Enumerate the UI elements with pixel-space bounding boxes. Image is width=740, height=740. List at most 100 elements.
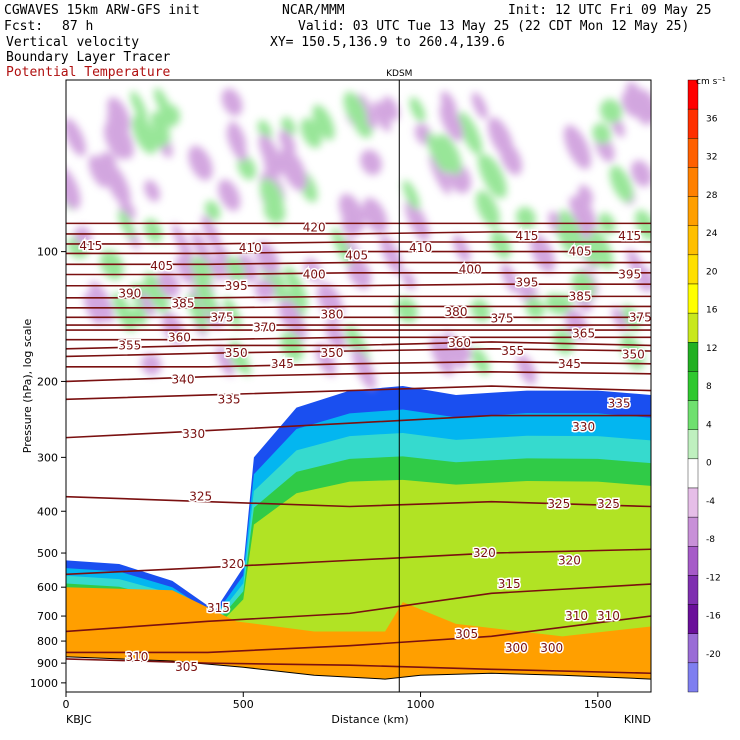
forecast-hour: 87 h [62,19,94,34]
y-tick-label: 700 [37,610,58,623]
colorbar-label: -4 [706,497,715,507]
colorbar-swatch [687,254,699,285]
isentrope-label: 400 [459,262,482,276]
isentrope-label: 325 [547,497,570,511]
isentrope-label: 325 [597,497,620,511]
isentrope-label: 310 [565,609,588,623]
isentrope-label: 315 [498,577,521,591]
velocity-cell [563,125,592,170]
forecast-label: Fcst: [4,19,44,34]
isentrope-label: 345 [558,357,581,371]
velocity-cell [621,91,641,117]
velocity-cell [108,117,134,159]
velocity-cell [360,149,382,176]
velocity-cell [405,199,430,242]
colorbar-unit: cm s⁻¹ [696,77,726,87]
colorbar-label: 16 [706,306,718,316]
valid-time: Valid: 03 UTC Tue 13 May 25 (22 CDT Mon … [298,19,690,34]
velocity-cell [99,152,117,172]
velocity-cell [471,92,488,120]
velocity-cell [157,269,180,298]
colorbar-swatch [687,342,699,372]
velocity-cell [74,226,92,247]
y-axis: 100 200 300 400 500 600 700 800 900 1000 [30,246,66,690]
velocity-cell [317,282,343,321]
velocity-cell [630,160,651,187]
isentrope-label: 320 [558,553,581,567]
velocity-cell [452,342,472,363]
isentrope-label: 330 [182,427,205,441]
isentrope-label: 350 [225,346,248,360]
colorbar: -20 -16 -12 -8 -4 0 4 8 12 16 20 24 28 32 36 [687,79,721,693]
velocity-cell [409,96,426,123]
velocity-cell [175,254,195,285]
isentrope-label: 395 [618,268,641,282]
y-tick-label: 900 [37,657,58,670]
velocity-cell [228,345,245,372]
colorbar-swatch [687,167,699,197]
colorbar-label: 36 [706,114,718,124]
isentrope-395 [66,272,651,276]
y-tick-label: 600 [37,581,58,594]
isentrope-label: 330 [572,420,595,434]
velocity-cell [88,155,110,188]
velocity-cell [279,147,307,191]
colorbar-swatch [687,516,699,547]
velocity-cell [325,320,346,351]
velocity-cell [626,248,650,292]
isentrope-label: 375 [629,310,652,324]
velocity-cell [161,312,185,345]
isentrope-label: 320 [221,557,244,571]
velocity-cell [66,118,86,157]
colorbar-swatch [687,312,699,343]
isentrope-405 [66,250,651,255]
isentrope-355 [66,341,651,350]
velocity-cell [599,98,623,124]
isentrope-350 [66,347,651,358]
colorbar-swatch [687,225,699,256]
velocity-cell [430,335,455,376]
colorbar-label: 0 [706,459,712,469]
velocity-cell [362,197,388,234]
isentrope-325 [66,495,651,508]
colorbar-swatch [687,487,699,518]
tracer-layer [66,479,651,672]
isentrope-390 [66,283,651,287]
isentrope-label: 355 [501,344,524,358]
colorbar-swatch [687,662,699,693]
colorbar-swatch [687,546,699,576]
isentrope-385 [66,295,651,299]
colorbar-swatch [687,108,699,139]
isentrope-305 [66,658,651,675]
isentrope-label: 310 [597,609,620,623]
right-station-label: KIND [624,713,651,726]
velocity-cell [130,90,148,122]
colorbar-swatch [687,371,699,401]
velocity-cell [343,91,368,129]
isentrope-320 [66,548,651,576]
velocity-cell [218,179,241,211]
station-marker-label: KDSM [386,69,412,79]
isentrope-label: 335 [608,396,631,410]
isentrope-label: 410 [239,241,262,255]
model-title: CGWAVES 15km ARW-GFS init [4,3,200,18]
velocity-cell [339,193,365,232]
colorbar-swatch [687,400,699,430]
isentrope-label: 380 [320,308,343,322]
isentrope-label: 300 [540,641,563,655]
organization-label: NCAR/MMM [282,3,345,18]
isentrope-360 [66,336,651,341]
velocity-cell [525,296,545,320]
velocity-cell [255,241,280,276]
y-tick-label: 800 [37,635,58,648]
velocity-cell [204,200,221,221]
colorbar-label: 4 [706,420,712,430]
plot-frame [65,79,652,693]
velocity-cell [578,184,594,206]
isentrope-345 [66,360,651,368]
velocity-cell [131,114,158,154]
velocity-cell [402,180,420,211]
isentrope-label: 300 [505,641,528,655]
velocity-cell [191,230,213,269]
isentrope-label: 325 [189,490,212,504]
